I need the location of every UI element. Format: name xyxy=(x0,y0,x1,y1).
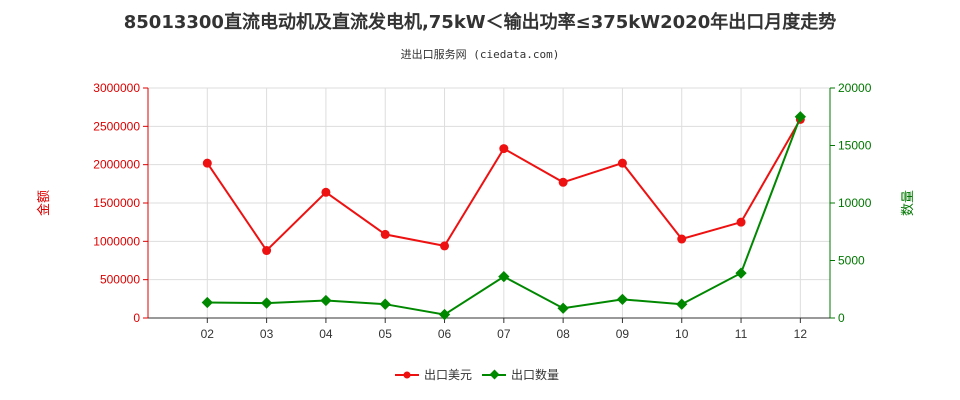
data-point-qty xyxy=(379,298,391,310)
legend-label-usd: 出口美元 xyxy=(424,368,472,382)
y-left-tick-label: 3000000 xyxy=(93,81,140,95)
legend-item-qty[interactable]: 出口数量 xyxy=(482,367,559,382)
x-tick-label: 05 xyxy=(379,327,393,341)
x-tick-label: 08 xyxy=(556,327,570,341)
chart-subtitle: 进出口服务网 (ciedata.com) xyxy=(400,48,560,61)
y-right-tick-label: 15000 xyxy=(838,139,872,153)
data-point-usd xyxy=(202,158,212,168)
x-tick-label: 11 xyxy=(735,327,748,341)
data-point-qty xyxy=(260,297,273,309)
data-point-usd xyxy=(617,158,627,168)
data-point-usd xyxy=(558,177,568,187)
y-right-tick-label: 5000 xyxy=(838,254,865,268)
y-left-tick-label: 2000000 xyxy=(93,158,140,172)
data-point-qty xyxy=(676,298,688,310)
data-point-qty xyxy=(438,308,451,321)
legend: 出口美元 出口数量 xyxy=(395,367,559,382)
series-layer xyxy=(201,111,807,321)
data-point-qty xyxy=(201,296,213,309)
data-point-usd xyxy=(736,217,746,227)
data-point-usd xyxy=(321,187,331,197)
data-point-usd xyxy=(262,246,272,256)
y-axis-left-label: 金额 xyxy=(36,190,52,216)
x-tick-label: 04 xyxy=(319,327,333,341)
chart-title: 85013300直流电动机及直流发电机,75kW＜输出功率≤375kW2020年… xyxy=(123,12,837,33)
x-tick-label: 06 xyxy=(438,327,452,341)
data-point-usd xyxy=(499,144,509,154)
legend-item-usd[interactable]: 出口美元 xyxy=(395,368,472,382)
data-point-qty xyxy=(320,294,332,307)
axes: 0 500000 1000000 1500000 2000000 2500000 30000… xyxy=(93,81,871,341)
y-left-tick-label: 1500000 xyxy=(93,196,140,210)
x-tick-label: 10 xyxy=(675,327,689,341)
data-point-qty xyxy=(616,293,629,306)
data-point-usd xyxy=(677,234,687,244)
y-right-tick-label: 20000 xyxy=(838,81,872,95)
y-right-tick-label: 10000 xyxy=(838,196,872,210)
legend-label-qty: 出口数量 xyxy=(511,367,559,382)
y-left-tick-label: 2500000 xyxy=(93,119,140,133)
data-point-qty xyxy=(735,267,747,279)
x-tick-label: 07 xyxy=(497,327,511,341)
data-point-usd xyxy=(380,229,390,239)
x-tick-label: 09 xyxy=(616,327,630,341)
x-tick-label: 02 xyxy=(201,327,215,341)
data-point-usd xyxy=(440,241,450,251)
data-point-qty xyxy=(498,270,510,283)
x-tick-label: 12 xyxy=(794,327,808,341)
y-left-tick-label: 1000000 xyxy=(93,234,140,248)
y-axis-right-label: 数量 xyxy=(901,190,916,216)
grid xyxy=(148,87,830,318)
y-right-tick-label: 0 xyxy=(838,311,845,325)
x-tick-label: 03 xyxy=(260,327,274,341)
data-point-qty xyxy=(557,302,569,314)
y-left-tick-label: 500000 xyxy=(100,273,140,287)
y-left-tick-label: 0 xyxy=(133,311,140,325)
